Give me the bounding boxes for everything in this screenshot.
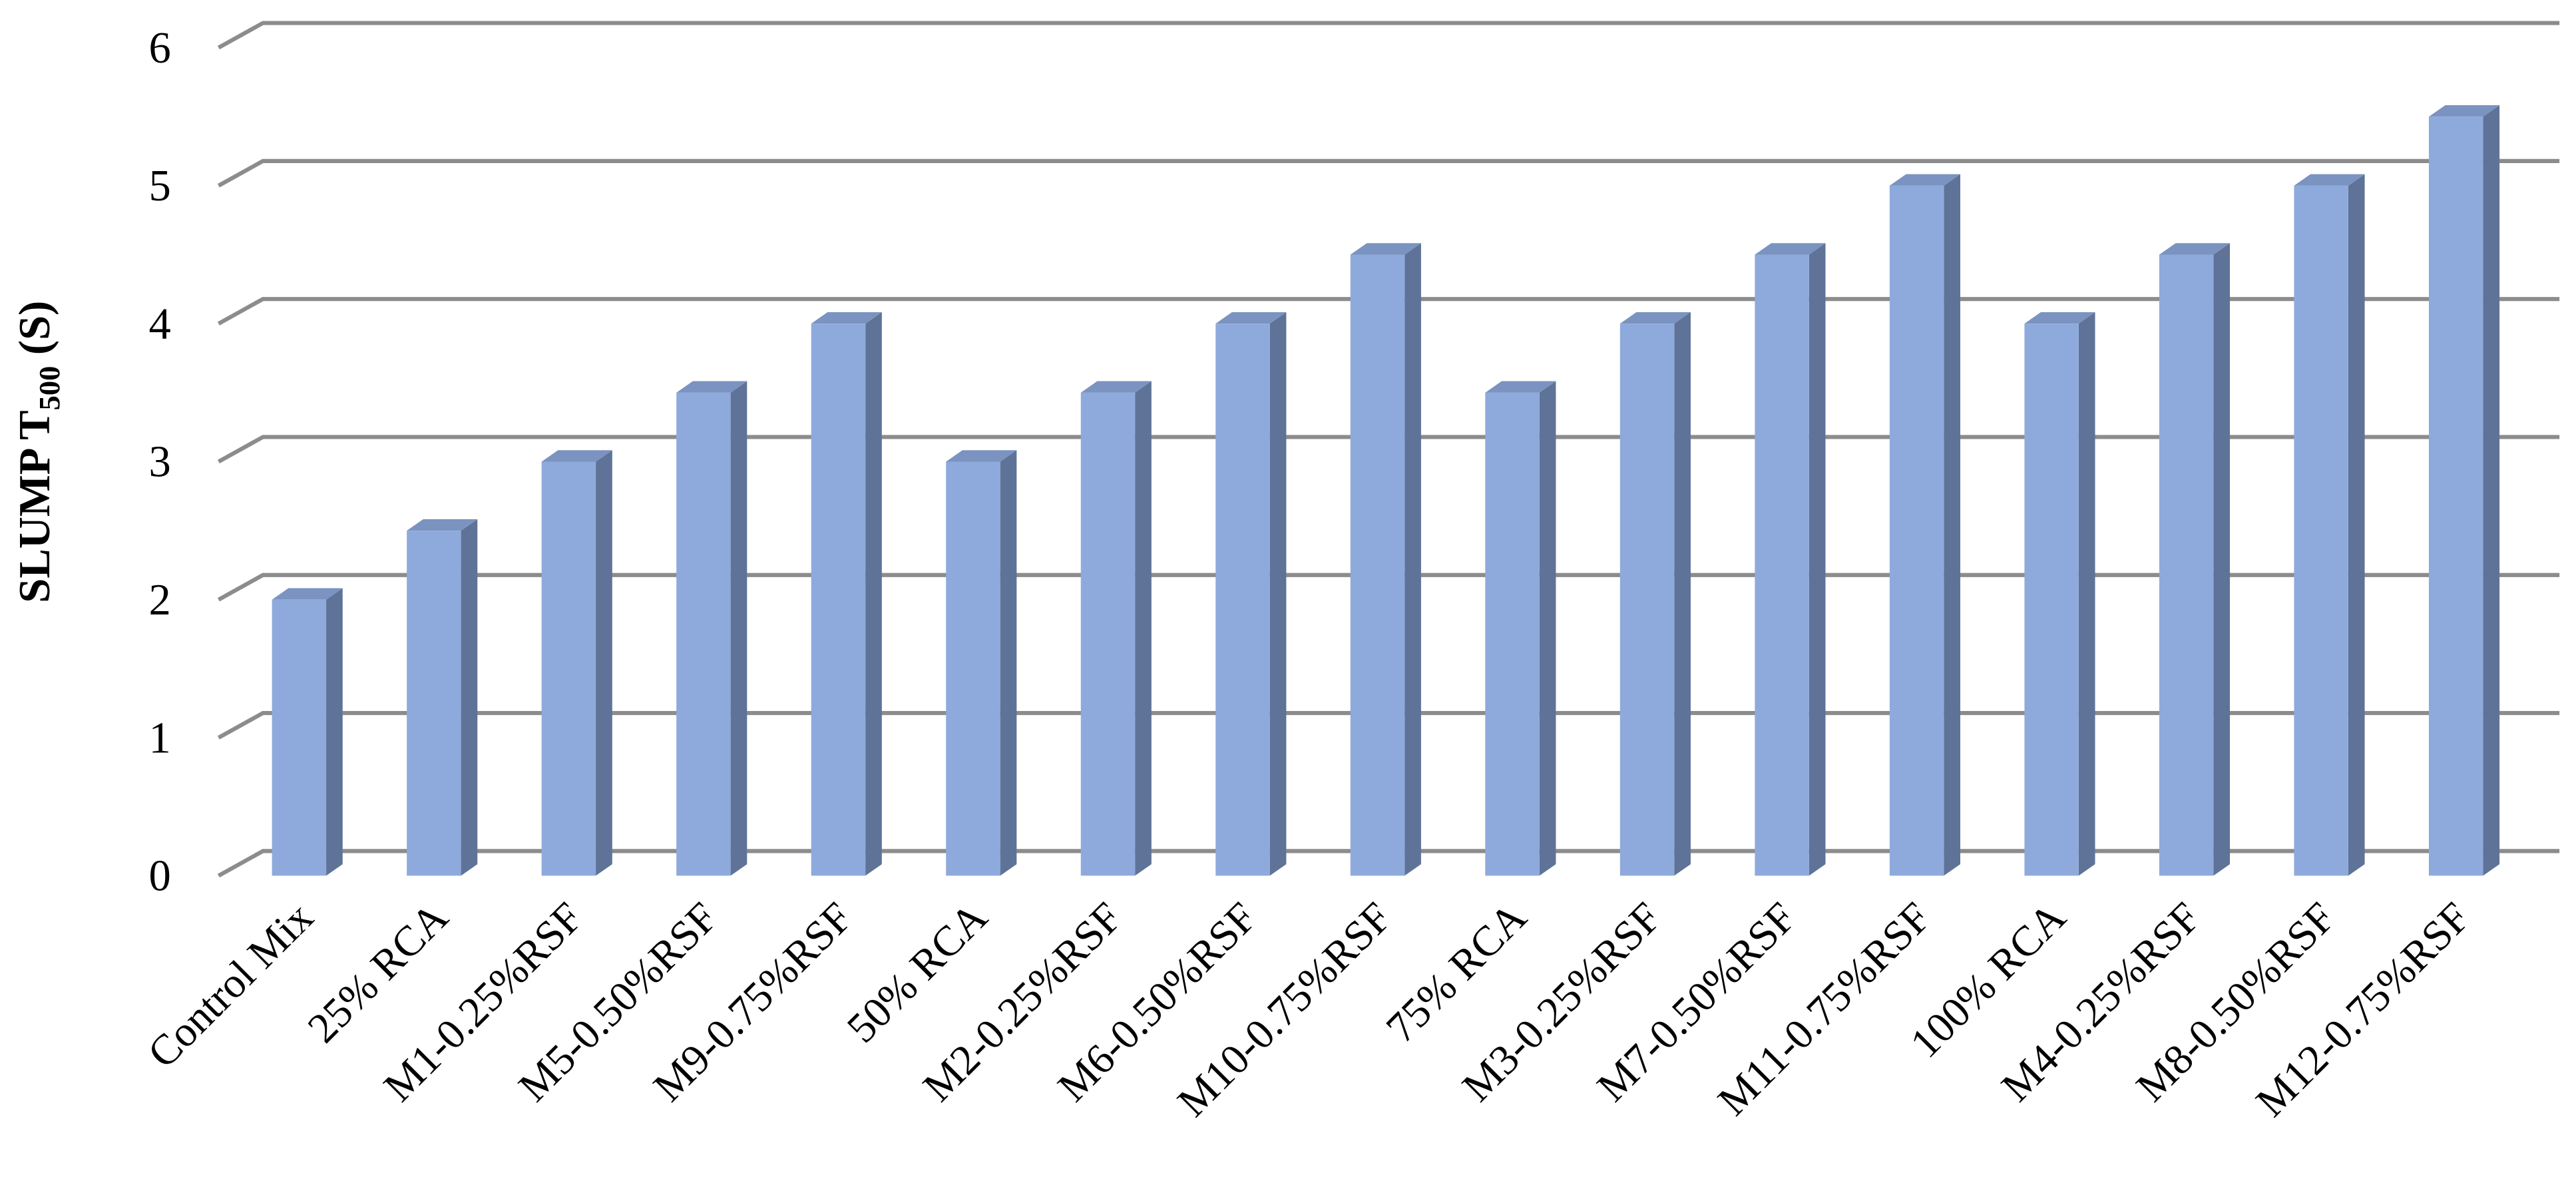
bar-front <box>1215 324 1270 876</box>
y-tick-label: 5 <box>149 162 171 210</box>
bar-side <box>1000 450 1017 876</box>
bar <box>1619 312 1691 876</box>
bar <box>1485 381 1556 876</box>
bar-front <box>2428 117 2483 876</box>
bar-top <box>946 450 1017 462</box>
bar <box>2024 312 2095 876</box>
bar <box>407 519 478 876</box>
bar-front <box>946 461 1000 876</box>
bar-side <box>2213 243 2231 876</box>
bar <box>2294 174 2365 876</box>
bar <box>1889 174 1960 876</box>
bar-side <box>2078 312 2095 876</box>
x-tick-label: Control Mix <box>138 893 322 1077</box>
bar <box>1215 312 1287 876</box>
bar-side <box>1809 243 1826 876</box>
bar-side <box>1674 312 1691 876</box>
bar-top <box>1889 174 1960 186</box>
bar-top <box>1215 312 1287 324</box>
y-axis-title-subscript: 500 <box>33 366 66 411</box>
y-tick-label: 3 <box>149 438 171 487</box>
y-tick-label: 1 <box>149 714 171 762</box>
bar-top <box>2428 105 2500 117</box>
bar-top <box>676 381 748 393</box>
bar-top <box>407 519 478 531</box>
bar-front <box>2024 324 2079 876</box>
bar-side <box>1539 381 1556 876</box>
bar-top <box>1755 243 1826 255</box>
bar-side <box>2348 174 2365 876</box>
bar-top <box>1485 381 1556 393</box>
bar-front <box>1080 392 1136 876</box>
bar-front <box>2159 254 2214 876</box>
y-axis-title-main: SLUMP T <box>11 410 59 602</box>
bar-side <box>1135 381 1152 876</box>
bar-side <box>326 588 343 876</box>
bar <box>1350 243 1421 876</box>
bar <box>946 450 1017 876</box>
bar-top <box>1080 381 1152 393</box>
bar-front <box>1350 254 1405 876</box>
bar <box>2159 243 2231 876</box>
bar-front <box>541 461 596 876</box>
bar-front <box>1485 392 1540 876</box>
bar-side <box>2483 105 2500 876</box>
bar <box>1755 243 1826 876</box>
bar-front <box>1889 185 1944 876</box>
bar-front <box>407 531 461 876</box>
y-tick-label: 0 <box>149 852 171 901</box>
y-axis-title: SLUMP T500 (S) <box>11 301 66 603</box>
bar-top <box>2024 312 2095 324</box>
bar-top <box>272 588 343 600</box>
y-tick-label: 6 <box>149 24 171 73</box>
y-tick-label: 4 <box>149 300 171 348</box>
bar <box>272 588 343 876</box>
bar-side <box>1944 174 1960 876</box>
grid-line <box>217 158 2560 188</box>
bar <box>676 381 748 876</box>
bar <box>1080 381 1152 876</box>
y-axis-title-suffix: (S) <box>11 301 59 366</box>
bar-top <box>2159 243 2231 255</box>
grid-line <box>217 21 2560 50</box>
bar-side <box>730 381 748 876</box>
bar-front <box>2294 185 2348 876</box>
bar <box>541 450 612 876</box>
bar-top <box>1619 312 1691 324</box>
bar-side <box>865 312 882 876</box>
bar-side <box>1269 312 1287 876</box>
bar-side <box>1404 243 1421 876</box>
bar-top <box>1350 243 1421 255</box>
bar-front <box>676 392 731 876</box>
bar-side <box>461 519 478 876</box>
bar-top <box>811 312 882 324</box>
bar <box>811 312 882 876</box>
bar-side <box>596 450 612 876</box>
bar-front <box>811 324 866 876</box>
bar-front <box>1619 324 1675 876</box>
bar-top <box>541 450 612 462</box>
bar <box>2428 105 2500 876</box>
bar-front <box>1755 254 1809 876</box>
bar-front <box>272 599 327 876</box>
y-tick-label: 2 <box>149 576 171 624</box>
bar-top <box>2294 174 2365 186</box>
